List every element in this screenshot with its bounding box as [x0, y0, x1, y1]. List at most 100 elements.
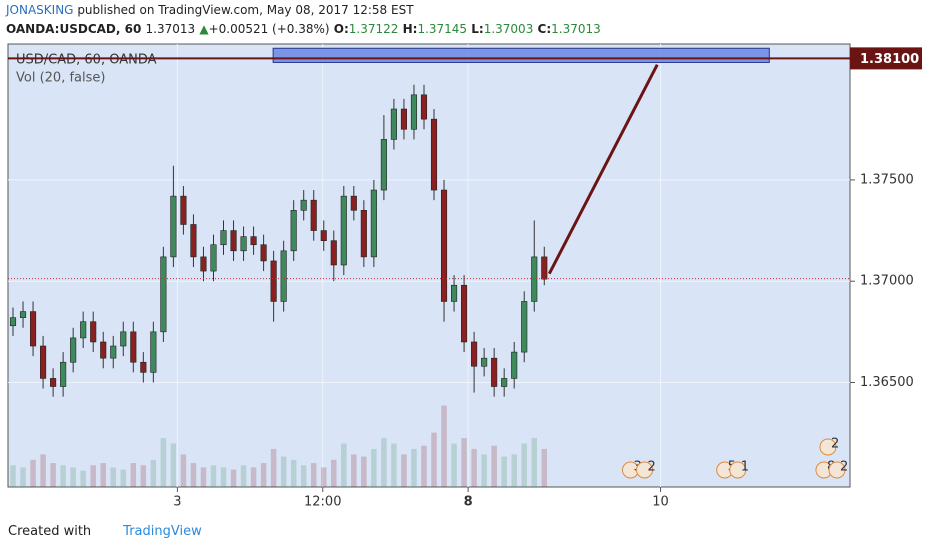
candle-body — [501, 378, 508, 387]
volume-bar — [531, 438, 538, 487]
candle-body — [300, 199, 307, 211]
event-icon — [819, 438, 837, 456]
candle-body — [150, 331, 157, 373]
event-label: 2 — [648, 460, 656, 475]
volume-bar — [260, 463, 267, 487]
volume-bar — [30, 459, 36, 487]
c-label: C: — [537, 22, 552, 36]
volume-bar — [320, 467, 327, 487]
volume-bar — [481, 454, 487, 487]
volume-bar — [421, 445, 427, 487]
c: 1.37013 — [551, 22, 601, 36]
h-line-label-bg — [850, 47, 922, 70]
candle-body — [320, 230, 327, 241]
volume-bar — [341, 443, 347, 487]
volume-bar — [290, 459, 297, 487]
candle-body — [360, 210, 367, 258]
candle-body — [170, 195, 177, 258]
volume-bar — [50, 463, 56, 487]
volume-bar — [240, 465, 247, 487]
volume-bar — [300, 465, 307, 487]
candle-body — [230, 230, 237, 252]
symbol: OANDA:USDCAD, 60 — [6, 22, 142, 36]
candle-body — [130, 331, 137, 363]
candle-body — [40, 345, 47, 379]
volume-bar — [280, 456, 287, 487]
h: 1.37145 — [417, 22, 468, 36]
volume-bar — [361, 456, 367, 487]
candle-body — [250, 236, 257, 246]
candle-body — [30, 311, 37, 347]
event-icon — [828, 461, 846, 479]
candle-body — [280, 250, 287, 302]
published: published on TradingView.com, May 08, 20… — [77, 3, 414, 17]
volume-bar — [250, 467, 257, 487]
volume-bar — [110, 467, 117, 487]
event-icon — [636, 461, 654, 479]
volume-bar — [230, 469, 237, 487]
candle-body — [330, 240, 337, 266]
candle-body — [420, 94, 428, 120]
volume-bar — [431, 432, 437, 487]
candle-body — [90, 321, 97, 343]
candle-body — [290, 210, 297, 252]
candle-body — [80, 321, 87, 339]
x-tick-label: 8 — [464, 495, 473, 510]
change: +0.00521 (+0.38%) — [208, 22, 330, 36]
h-line-label: 1.38100 — [860, 52, 919, 67]
candle-body — [340, 195, 347, 266]
last: 1.37013 — [145, 22, 196, 36]
x-tick-label: 12:00 — [304, 495, 341, 510]
event-label: 1 — [741, 460, 749, 475]
volume-bar — [210, 465, 217, 487]
footer: Created with TradingView — [8, 524, 202, 539]
volume-bar — [120, 469, 127, 487]
candle-body — [120, 331, 127, 347]
candle-body — [140, 361, 147, 373]
header: JONASKING published on TradingView.com, … — [6, 3, 414, 17]
chart-title: USD/CAD, 60, OANDA — [16, 53, 157, 68]
candle-body — [70, 337, 77, 363]
volume-bar — [401, 454, 407, 487]
volume-bar — [20, 467, 26, 487]
chart: USD/CAD, 60, OANDA Vol (20, false) 1.365… — [7, 43, 922, 511]
candle-body — [370, 189, 377, 258]
candle-body — [430, 118, 438, 191]
volume-bar — [441, 405, 447, 487]
volume-bar — [170, 443, 177, 487]
volume-bar — [511, 454, 517, 487]
volume-bar — [40, 454, 46, 487]
subtitle: Vol (20, false) — [16, 71, 105, 86]
volume-bar — [351, 454, 357, 487]
volume-bar — [140, 465, 147, 487]
volume-bar — [451, 443, 457, 487]
volume-bar — [90, 465, 96, 487]
volume-bar — [411, 448, 417, 487]
o: 1.37122 — [348, 22, 399, 36]
volume-bar — [461, 438, 467, 487]
candle-body — [521, 301, 528, 353]
trend-line — [547, 63, 659, 275]
candle-body — [491, 357, 498, 387]
event-label: 2 — [831, 437, 839, 452]
candle-body — [210, 244, 217, 272]
volume-bar — [10, 465, 16, 487]
l-label: L: — [471, 22, 484, 36]
volume-bar — [371, 448, 377, 487]
volume-bar — [60, 465, 66, 487]
candle-body — [440, 189, 448, 302]
h-label: H: — [402, 22, 418, 36]
volume-bar — [200, 467, 207, 487]
l: 1.37003 — [483, 22, 534, 36]
candle-body — [9, 317, 17, 327]
candle-body — [541, 256, 548, 280]
created: Created with — [8, 524, 92, 539]
arrow: ▲ — [199, 22, 209, 36]
volume-bar — [391, 443, 397, 487]
volume-bar — [70, 467, 76, 487]
volume-bar — [381, 438, 387, 487]
zone — [272, 47, 770, 63]
candle-body — [260, 244, 267, 262]
candle-body — [400, 108, 407, 130]
